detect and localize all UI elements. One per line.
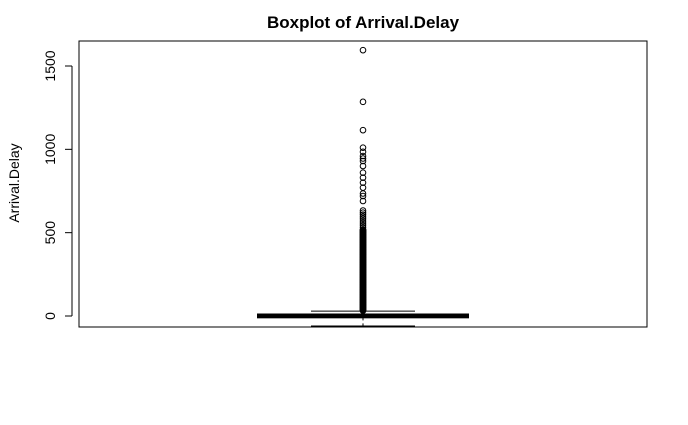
y-axis: 0 500 1000 1500 [42,50,73,320]
y-tick-label: 1000 [42,134,58,165]
y-tick-label: 1500 [42,50,58,81]
outlier-point [359,197,367,205]
y-tick-label: 0 [42,312,58,320]
outlier-point [359,224,367,231]
outlier-point [359,157,367,165]
outlier-point [359,126,367,134]
outlier-point [359,226,367,233]
outlier-point [359,155,367,162]
outlier-point [359,179,367,186]
outlier-point [359,192,367,200]
y-tick-label: 500 [42,221,58,245]
outlier-point [359,219,367,227]
outlier-point [359,144,367,151]
outlier-point [359,169,367,176]
outlier-point [359,174,367,181]
y-axis-label: Arrival.Delay [6,143,22,222]
outlier-point [359,46,367,54]
plot-frame [78,40,648,328]
outlier-point [359,152,367,160]
outlier-point [359,213,367,221]
outlier-point [359,211,367,218]
outlier-point [359,207,367,214]
outlier-point [359,215,367,223]
outlier-point [359,98,367,106]
outlier-point [359,184,367,191]
plot-area [257,46,469,327]
outlier-point [359,221,367,229]
outlier-point [359,209,367,216]
outlier-point [359,148,367,156]
chart-title: Boxplot of Arrival.Delay [267,13,460,32]
outlier-point [359,162,367,170]
outlier-point [359,217,367,225]
